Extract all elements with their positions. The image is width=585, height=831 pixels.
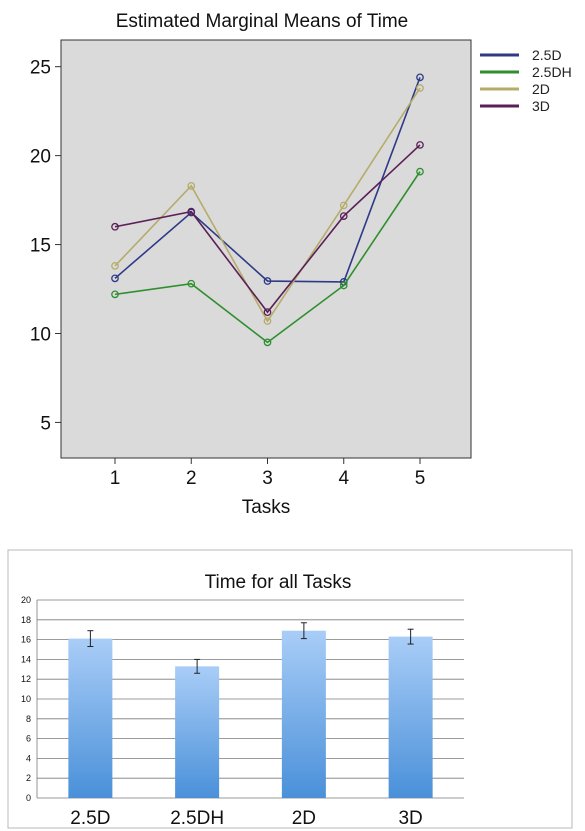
error-bar: [300, 622, 307, 640]
bar-chart-x-tick-label: 2D: [292, 808, 316, 829]
line-chart-x-tick-label: 2: [186, 468, 197, 489]
bar-chart: Time for all Tasks 0 2 4 6 8 10 12 14 16 18 20 2.5…: [7, 549, 573, 829]
bar-chart-y-tick-label: 18: [21, 615, 31, 625]
data-point: [187, 279, 196, 288]
line-chart-series: [111, 73, 424, 347]
data-point: [263, 308, 272, 316]
line-chart-x-tick-label: 4: [338, 468, 349, 489]
bar-chart-y-tick-label: 4: [26, 753, 31, 763]
series-line: [114, 144, 421, 314]
line-series-2-5dh: [111, 167, 424, 347]
bar-chart-y-tick-label: 12: [21, 674, 31, 684]
bar: [68, 638, 113, 798]
legend-label: 2D: [532, 81, 550, 97]
bar: [388, 636, 433, 798]
data-point: [339, 281, 348, 290]
error-bar: [87, 630, 94, 648]
bar-chart-x-tick-label: 2.5D: [70, 808, 110, 829]
legend-label: 3D: [532, 98, 550, 114]
legend-label: 2.5DH: [532, 64, 572, 80]
error-bar: [194, 658, 201, 674]
bar-chart-y-tick-label: 2: [26, 773, 31, 783]
line-chart-x-tick-label: 3: [262, 468, 273, 489]
data-point: [111, 222, 119, 231]
line-chart: Estimated Marginal Means of Time 5101520…: [30, 11, 572, 518]
data-point: [263, 338, 272, 347]
line-chart-y-axis: 5 10 15 20 25: [30, 58, 61, 434]
line-chart-y-tick-label: 10: [30, 324, 51, 345]
line-chart-x-label: Tasks: [242, 497, 291, 518]
legend-label: 2.5D: [532, 47, 562, 63]
data-point: [187, 182, 196, 190]
data-point: [416, 73, 424, 82]
series-line: [114, 87, 421, 323]
bar-chart-y-tick-label: 10: [21, 694, 31, 704]
line-chart-x-tick-label: 5: [415, 468, 426, 489]
line-chart-x-axis: 1 2 3 4 5: [110, 458, 426, 489]
data-point: [111, 274, 119, 283]
data-point: [416, 167, 424, 176]
bar-chart-y-tick-label: 8: [26, 714, 31, 724]
line-chart-y-tick-label: 20: [30, 147, 51, 168]
line-series-3d: [111, 141, 424, 316]
data-point: [111, 262, 119, 270]
data-point: [339, 201, 348, 210]
legend-item: 2.5D: [480, 47, 562, 63]
data-point: [263, 277, 272, 285]
legend-item: 2.5DH: [480, 64, 572, 80]
bar-chart-y-tick-label: 0: [26, 793, 31, 803]
bar-chart-x-axis: 2.5D 2.5DH 2D 3D: [70, 808, 422, 829]
legend-item: 2D: [480, 81, 550, 97]
bar-chart-title: Time for all Tasks: [205, 572, 352, 593]
line-chart-plot-area: [60, 39, 472, 459]
bar: [281, 630, 326, 798]
error-bar: [407, 628, 414, 645]
data-point: [111, 290, 119, 299]
bar-chart-y-tick-label: 20: [21, 595, 31, 605]
series-line: [114, 77, 421, 283]
line-chart-y-tick-label: 15: [30, 236, 51, 257]
bar: [175, 666, 220, 798]
line-chart-y-tick-label: 25: [30, 58, 51, 79]
bar-chart-y-tick-label: 6: [26, 734, 31, 744]
series-line: [114, 171, 421, 344]
bar-chart-y-tick-label: 16: [21, 635, 31, 645]
data-point: [263, 317, 272, 325]
line-chart-title: Estimated Marginal Means of Time: [116, 11, 409, 32]
bar-chart-x-tick-label: 3D: [398, 808, 422, 829]
legend-item: 3D: [480, 98, 550, 114]
bar-chart-x-tick-label: 2.5DH: [170, 808, 224, 829]
data-point: [416, 84, 424, 92]
line-series-2d: [111, 84, 424, 325]
bar-chart-y-tick-label: 14: [21, 654, 31, 664]
bar-chart-bars: [68, 622, 433, 798]
data-point: [416, 141, 424, 149]
data-point: [339, 212, 348, 220]
data-point: [187, 207, 196, 216]
line-chart-x-tick-label: 1: [110, 468, 121, 489]
line-chart-y-tick-label: 5: [40, 413, 51, 434]
